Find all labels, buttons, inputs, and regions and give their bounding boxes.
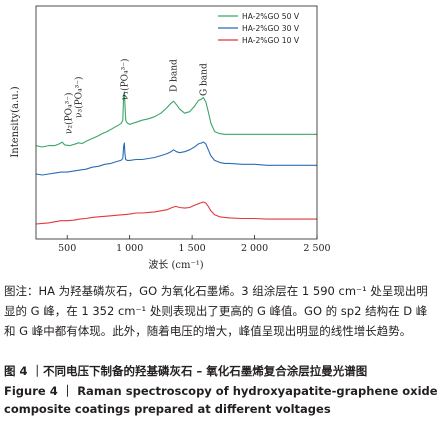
series-line-1: [35, 91, 317, 148]
figure-title-english: Figure 4 ｜ Raman spectroscopy of hydroxy…: [4, 384, 438, 416]
peak-label: D band: [170, 59, 180, 92]
figure-note: 图注：HA 为羟基磷灰石，GO 为氧化石墨烯。3 组涂层在 1 590 cm⁻¹…: [4, 284, 428, 338]
raman-chart: 500 1 000 1 500 2 000 2 500 ν₂(PO₄³⁻) ν₃(PO₄³…: [10, 5, 331, 271]
peak-label: ν₃(PO₄³⁻): [74, 76, 85, 118]
x-axis-label: 波长 (cm⁻¹): [148, 258, 203, 271]
peak-label: ν₂(PO₄³⁻): [64, 92, 75, 134]
x-tick-label: 2 000: [241, 243, 268, 254]
peak-annotations: ν₂(PO₄³⁻) ν₃(PO₄³⁻) ν₁(PO₄³⁻) D band G band: [64, 58, 210, 134]
plot-frame: [35, 5, 318, 240]
legend: HA-2%GO 50 V HA-2%GO 30 V HA-2%GO 10 V: [218, 12, 300, 45]
peak-label: ν₁(PO₄³⁻): [120, 58, 131, 100]
series-line-3: [35, 201, 317, 225]
peak-label: G band: [199, 63, 209, 96]
x-axis: 500 1 000 1 500 2 000 2 500: [58, 235, 331, 254]
x-tick-label: 2 500: [303, 243, 330, 254]
x-tick-label: 1 500: [179, 243, 206, 254]
legend-label: HA-2%GO 10 V: [242, 36, 300, 45]
x-tick-label: 1 000: [116, 243, 143, 254]
legend-label: HA-2%GO 50 V: [242, 12, 300, 21]
legend-label: HA-2%GO 30 V: [242, 24, 300, 33]
figure-title-chinese: 图 4 ｜不同电压下制备的羟基磷灰石 – 氧化石墨烯复合涂层拉曼光谱图: [4, 364, 368, 378]
y-axis-label: Intensity(a.u.): [10, 86, 21, 157]
series-line-2: [35, 141, 317, 176]
x-tick-label: 500: [58, 243, 76, 254]
plot-lines: [35, 91, 317, 225]
